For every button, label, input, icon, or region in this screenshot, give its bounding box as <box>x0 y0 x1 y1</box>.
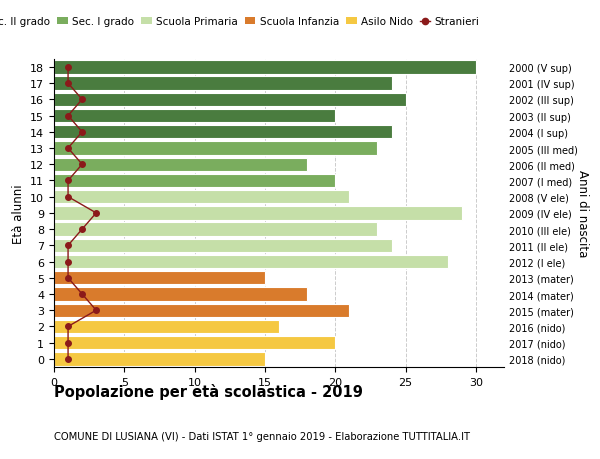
Bar <box>54 353 265 366</box>
Bar <box>54 174 335 188</box>
Bar <box>54 272 265 285</box>
Bar <box>54 304 349 317</box>
Bar <box>54 336 335 350</box>
Bar <box>54 77 392 90</box>
Bar <box>54 158 307 172</box>
Text: COMUNE DI LUSIANA (VI) - Dati ISTAT 1° gennaio 2019 - Elaborazione TUTTITALIA.IT: COMUNE DI LUSIANA (VI) - Dati ISTAT 1° g… <box>54 431 470 441</box>
Bar <box>54 223 377 236</box>
Y-axis label: Anni di nascita: Anni di nascita <box>576 170 589 257</box>
Bar <box>54 255 448 269</box>
Y-axis label: Età alunni: Età alunni <box>11 184 25 243</box>
Text: Popolazione per età scolastica - 2019: Popolazione per età scolastica - 2019 <box>54 383 363 399</box>
Bar <box>54 142 377 155</box>
Bar <box>54 190 349 204</box>
Bar <box>54 320 279 333</box>
Bar <box>54 288 307 301</box>
Bar <box>54 61 476 74</box>
Bar <box>54 110 335 123</box>
Legend: Sec. II grado, Sec. I grado, Scuola Primaria, Scuola Infanzia, Asilo Nido, Stran: Sec. II grado, Sec. I grado, Scuola Prim… <box>0 17 479 27</box>
Bar <box>54 239 392 252</box>
Bar <box>54 94 406 107</box>
Bar <box>54 126 392 139</box>
Bar <box>54 207 462 220</box>
